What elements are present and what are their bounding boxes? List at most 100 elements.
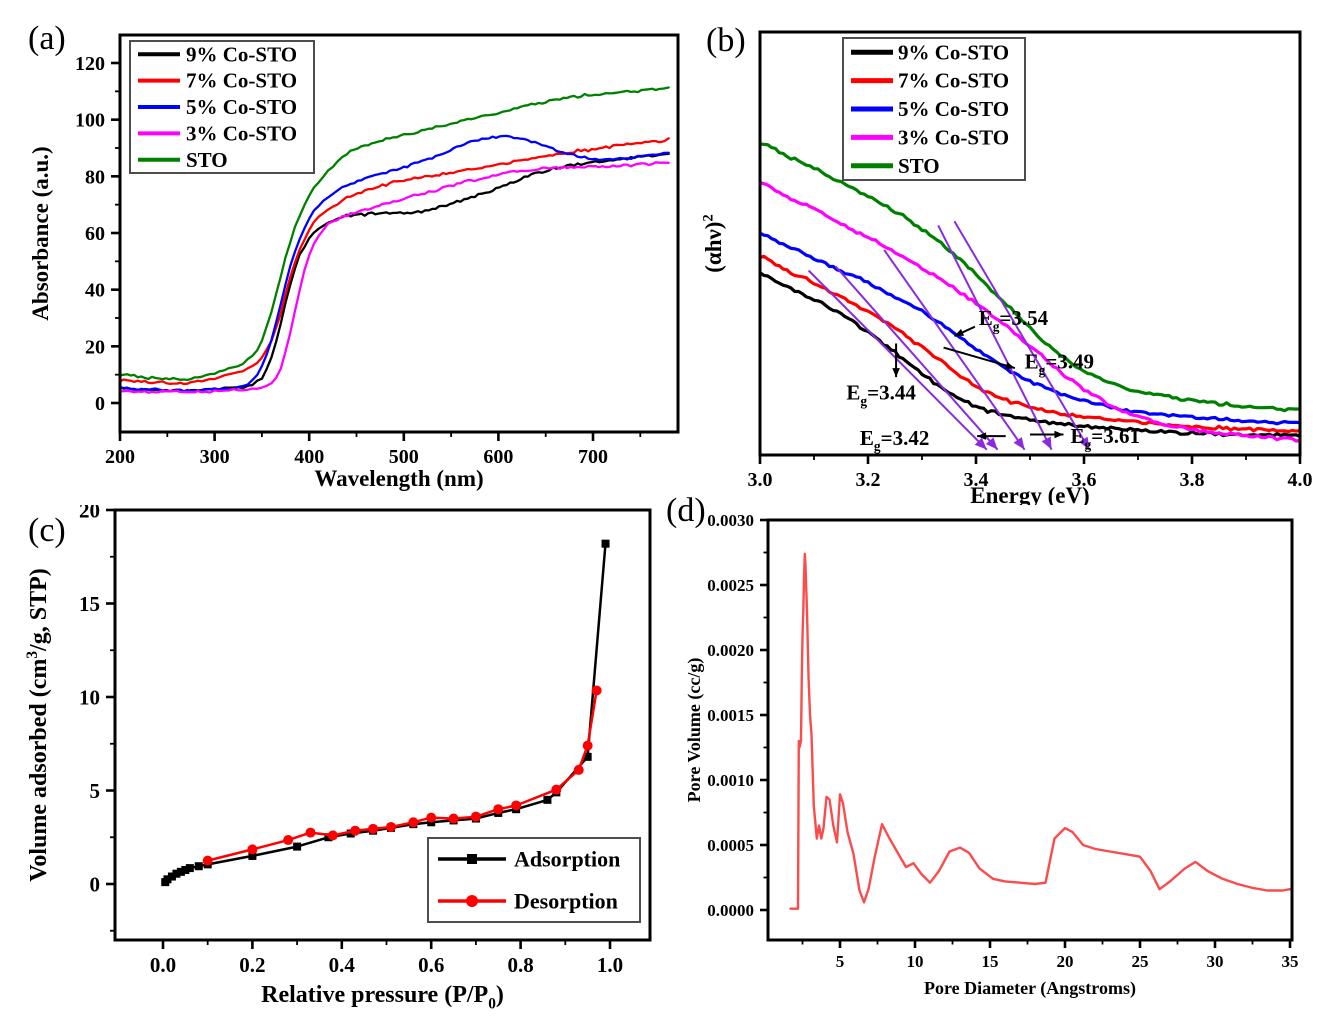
y-tick-label: 20 xyxy=(79,505,100,522)
x-tick-label: 0.4 xyxy=(329,953,356,977)
arrow-head xyxy=(1041,436,1052,450)
legend: 9% Co-STO 7% Co-STO 5% Co-STO 3% Co-STO STO xyxy=(842,37,1026,181)
x-tick-label: 3.6 xyxy=(1072,469,1097,491)
series-sto xyxy=(120,86,670,382)
series-group xyxy=(161,539,610,887)
y-tick-label: 0.0010 xyxy=(707,771,754,790)
y-tick-label: 15 xyxy=(79,592,100,616)
y-axis-title: Volume adsorbed (cm3/g, STP) xyxy=(24,568,52,882)
series-group xyxy=(120,86,670,394)
x-tick-label: 35 xyxy=(1282,952,1299,971)
legend-label: 9% Co-STO xyxy=(898,40,1009,64)
uvvis-absorbance-chart: 200 300 400 500 600 700 0 20 40 60 80 100 120 Wavelen… xyxy=(28,33,680,491)
legend-label: 5% Co-STO xyxy=(898,97,1009,121)
arrow-head xyxy=(1005,361,1015,370)
series-adsorption xyxy=(163,542,607,884)
y-tick-label: 5 xyxy=(90,779,101,803)
legend-label: STO xyxy=(186,148,228,172)
y-tick-label: 0.0025 xyxy=(707,576,754,595)
x-tick-label: 500 xyxy=(389,446,419,468)
bandgap-annotation: Eg=3.49 xyxy=(1025,350,1094,378)
x-tick-label: 0.8 xyxy=(507,953,533,977)
bandgap-tangent-line xyxy=(953,220,1091,451)
x-tick-label: 3.2 xyxy=(856,469,881,491)
x-tick-label: 0.2 xyxy=(239,953,265,977)
legend-label: 3% Co-STO xyxy=(898,126,1009,150)
plot-frame xyxy=(766,518,1294,942)
x-tick-label: 3.8 xyxy=(1180,469,1205,491)
legend-label: Adsorption xyxy=(514,846,620,871)
panel-label-a: (a) xyxy=(28,20,66,57)
x-tick-label: 3.4 xyxy=(964,469,989,491)
x-axis-title: Pore Diameter (Angstroms) xyxy=(924,978,1136,999)
y-axis-title: Pore Volume (cc/g) xyxy=(686,658,705,803)
y-tick-label: 80 xyxy=(85,166,105,188)
series-7-co-sto xyxy=(120,137,670,386)
panel-label-d: (d) xyxy=(666,492,706,529)
x-tick-label: 5 xyxy=(836,952,845,971)
x-tick-label: 200 xyxy=(105,446,135,468)
y-tick-label: 0 xyxy=(90,872,101,896)
series-3-co-sto xyxy=(120,161,670,394)
x-tick-label: 400 xyxy=(294,446,324,468)
y-tick-label: 60 xyxy=(85,223,105,245)
y-tick-label: 20 xyxy=(85,336,105,358)
x-axis-title: Relative pressure (P/P0) xyxy=(261,982,504,1013)
arrow-head xyxy=(1013,436,1025,450)
x-tick-label: 3.0 xyxy=(748,469,773,491)
bandgap-annotation: Eg=3.54 xyxy=(979,306,1049,334)
y-tick-label: 0.0030 xyxy=(707,511,754,530)
legend-label: 7% Co-STO xyxy=(898,69,1009,93)
legend: Adsorption Desorption xyxy=(427,837,641,923)
y-tick-label: 10 xyxy=(79,685,100,709)
x-axis-title: Energy (eV) xyxy=(970,483,1089,505)
y-tick-label: 0.0000 xyxy=(707,901,754,920)
bandgap-tangent-line xyxy=(834,265,999,451)
adsorption-isotherm-chart: 0.0 0.2 0.4 0.6 0.8 1.0 0 5 10 15 20 Relative press… xyxy=(24,505,652,1013)
legend-label: Desorption xyxy=(514,888,618,913)
y-tick-label: 120 xyxy=(75,53,105,75)
x-tick-label: 30 xyxy=(1207,952,1224,971)
x-tick-label: 25 xyxy=(1132,952,1149,971)
series-pore-volume-distribution xyxy=(789,552,1292,910)
series-group xyxy=(760,142,1300,443)
series-5-co-sto xyxy=(120,134,670,393)
plot-frame xyxy=(758,30,1302,457)
tauc-plot-bandgap-chart: 3.0 3.2 3.4 3.6 3.8 4.0 Energy (eV) (αhν)2 Eg=3.… xyxy=(700,30,1313,505)
bandgap-annotation: Eg=3.44 xyxy=(846,381,916,409)
markers-adsorption xyxy=(161,539,610,887)
y-tick-label: 100 xyxy=(75,110,105,132)
series-sto xyxy=(760,142,1300,413)
series-3-co-sto xyxy=(760,181,1300,443)
arrow-head xyxy=(974,437,987,450)
y-tick-label: 0 xyxy=(95,393,105,415)
arrow-head xyxy=(892,368,900,378)
y-tick-label: 0.0005 xyxy=(707,836,754,855)
arrow-head xyxy=(954,328,965,337)
legend-label: 9% Co-STO xyxy=(186,42,297,66)
x-tick-label: 0.6 xyxy=(418,953,444,977)
arrow-head xyxy=(985,437,998,450)
arrow-head xyxy=(1078,436,1090,450)
legend-label: 7% Co-STO xyxy=(186,69,297,93)
y-tick-label: 0.0020 xyxy=(707,641,754,660)
series-group xyxy=(789,552,1292,910)
y-axis-title: (αhν)2 xyxy=(700,214,726,273)
annotation-arrow xyxy=(943,346,1016,370)
x-tick-label: 1.0 xyxy=(597,953,623,977)
x-tick-label: 10 xyxy=(907,952,924,971)
x-tick-label: 4.0 xyxy=(1288,469,1313,491)
bandgap-tangent-line xyxy=(807,269,988,451)
bandgap-annotation: Eg=3.42 xyxy=(860,426,929,454)
bandgap-tangent-line xyxy=(937,224,1053,451)
legend-label: STO xyxy=(898,154,940,178)
arrow-head xyxy=(977,432,987,440)
x-tick-label: 15 xyxy=(982,952,999,971)
series-5-co-sto xyxy=(760,231,1300,426)
y-axis-title: Absorbance (a.u.) xyxy=(28,146,53,320)
series-desorption xyxy=(206,689,598,862)
markers-desorption xyxy=(202,685,602,866)
x-tick-label: 700 xyxy=(578,446,608,468)
